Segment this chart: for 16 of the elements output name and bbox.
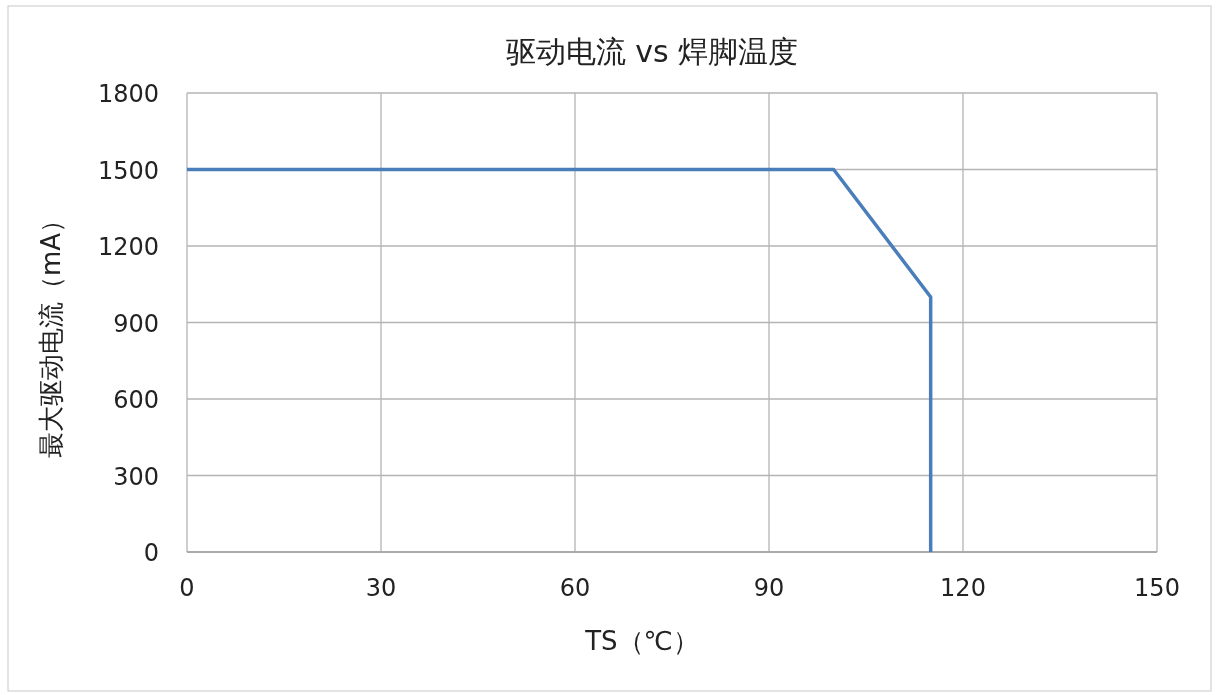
- x-tick-label: 90: [753, 574, 785, 602]
- x-tick-label: 150: [1134, 574, 1180, 602]
- y-tick-label: 1500: [97, 156, 159, 185]
- y-tick-label: 1200: [97, 233, 159, 261]
- x-tick-label: 0: [179, 574, 195, 602]
- y-tick-label: 900: [113, 309, 159, 338]
- y-tick-label: 600: [113, 386, 159, 414]
- x-tick-label: 30: [365, 574, 397, 602]
- x-tick-label: 120: [940, 574, 986, 602]
- chart-title: 驱动电流 vs 焊脚温度: [505, 34, 799, 69]
- y-tick-label: 1800: [97, 80, 159, 108]
- y-tick-label: 0: [143, 539, 159, 567]
- y-axis-title: 最大驱动电流（mA）: [36, 206, 66, 459]
- x-tick-label: 60: [559, 574, 591, 602]
- x-axis-title: TS（℃）: [584, 626, 699, 656]
- y-tick-label: 300: [113, 462, 159, 491]
